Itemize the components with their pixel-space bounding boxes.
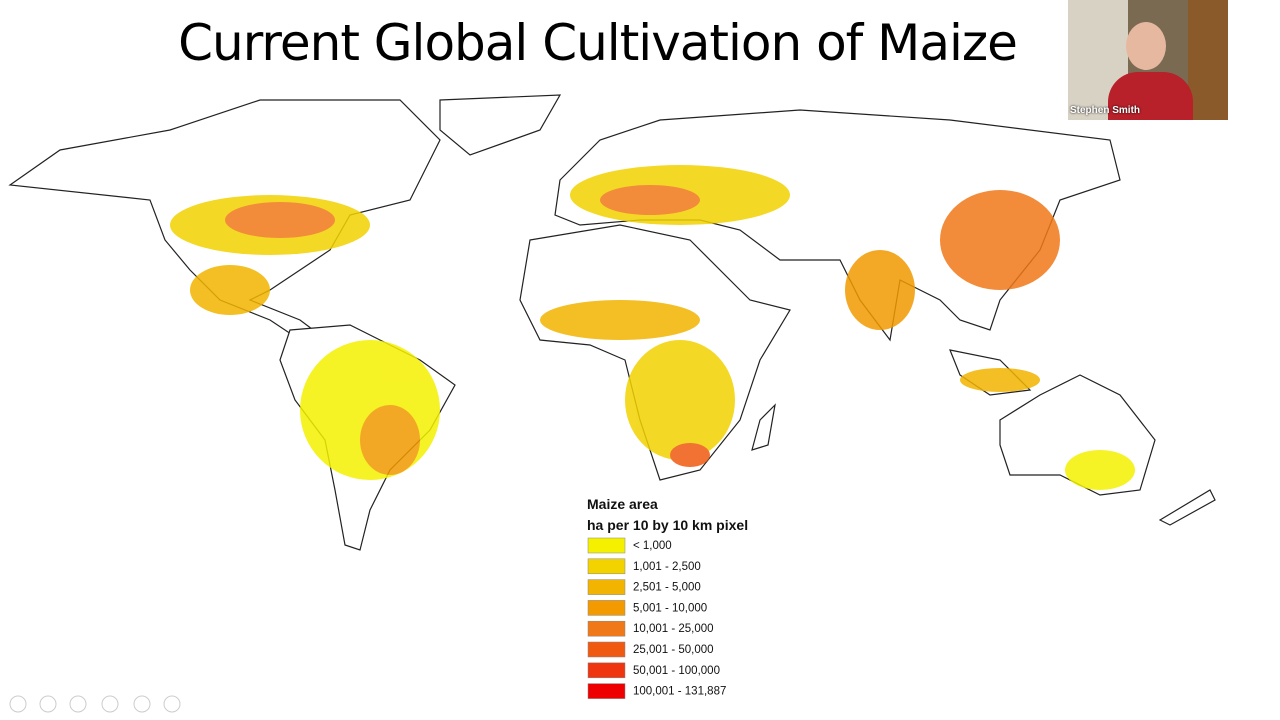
coverage (940, 190, 1060, 290)
new-zealand (1158, 489, 1216, 526)
legend-label: 1,001 - 2,500 (633, 561, 701, 573)
coverage (360, 405, 420, 475)
coverage (600, 185, 700, 215)
madagascar (751, 403, 776, 451)
coverage (670, 443, 710, 467)
legend-swatch (587, 641, 626, 658)
legend-title: Maize area (587, 496, 658, 512)
greenland (439, 94, 562, 156)
legend-label: 100,001 - 131,887 (633, 686, 726, 698)
face (1126, 22, 1166, 70)
legend-label: < 1,000 (633, 540, 672, 552)
control-more[interactable] (163, 695, 181, 713)
legend-swatch (587, 600, 626, 616)
shirt (1108, 72, 1193, 120)
coverage (1065, 450, 1135, 490)
legend-swatch (587, 558, 626, 575)
legend-label: 10,001 - 25,000 (633, 623, 714, 635)
legend-label: 50,001 - 100,000 (633, 665, 720, 677)
legend-swatch (587, 683, 626, 699)
video-thumbnail: Stephen Smith (1068, 0, 1228, 120)
legend-swatch (587, 579, 626, 595)
legend-label: 2,501 - 5,000 (633, 582, 701, 594)
coverage (845, 250, 915, 330)
legend: Maize area ha per 10 by 10 km pixel < 1,… (587, 496, 748, 699)
legend-subtitle: ha per 10 by 10 km pixel (587, 517, 748, 533)
control-next[interactable] (39, 695, 57, 713)
coverage (625, 340, 735, 460)
maize-coverage (170, 165, 1135, 490)
coverage (960, 368, 1040, 392)
coverage (190, 265, 270, 315)
door (1188, 0, 1228, 120)
legend-swatch (587, 620, 626, 637)
slide-title: Current Global Cultivation of Maize (178, 14, 1018, 72)
participant-name: Stephen Smith (1070, 105, 1141, 116)
legend-label: 5,001 - 10,000 (633, 602, 707, 614)
control-slides[interactable] (101, 695, 119, 713)
slide-controls (9, 695, 181, 713)
legend-swatch (587, 662, 626, 679)
control-zoom[interactable] (133, 695, 151, 713)
coverage (225, 202, 335, 238)
legend-label: 25,001 - 50,000 (633, 644, 714, 656)
control-pen[interactable] (69, 695, 87, 713)
coverage (540, 300, 700, 340)
legend-swatch (587, 537, 626, 554)
control-prev[interactable] (9, 695, 27, 713)
